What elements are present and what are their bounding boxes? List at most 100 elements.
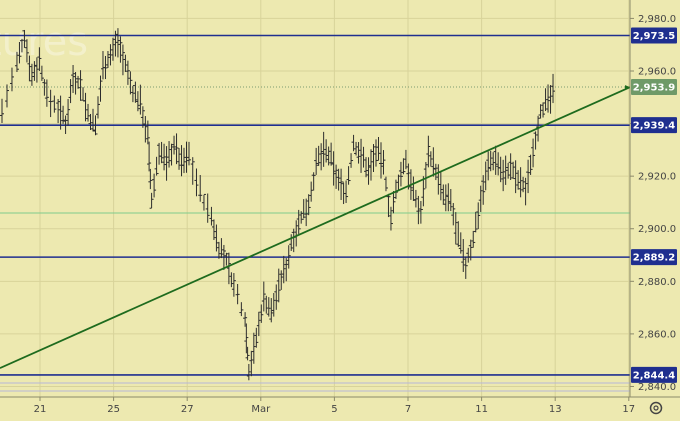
price-bar — [42, 79, 47, 96]
price-bar — [543, 88, 548, 112]
price-bar — [526, 159, 531, 194]
price-bar — [229, 272, 234, 288]
time-tick-label: 7 — [405, 404, 411, 415]
price-bar — [481, 175, 486, 205]
price-bar — [56, 98, 61, 124]
price-bar — [428, 151, 433, 167]
level-badge-label: 2,939.4 — [633, 121, 675, 132]
price-tick-label: 2,880.0 — [638, 277, 676, 288]
price-bar — [19, 38, 24, 53]
price-bar — [304, 198, 309, 227]
price-bar — [4, 84, 9, 108]
price-bar — [115, 28, 120, 58]
price-bar — [32, 61, 37, 81]
settings-gear-icon[interactable] — [649, 401, 663, 415]
price-bar — [93, 115, 98, 136]
level-badge: 2,889.2 — [631, 249, 677, 266]
price-bar — [503, 155, 508, 185]
price-bar — [443, 184, 448, 212]
price-bar — [184, 141, 189, 173]
price-bar — [364, 157, 369, 178]
price-bar — [329, 142, 334, 166]
time-tick-label: 25 — [107, 404, 120, 415]
price-bar — [169, 143, 174, 166]
time-tick-label: Mar — [251, 404, 271, 415]
price-bar — [378, 142, 383, 179]
price-bar — [461, 239, 466, 272]
price-bar — [190, 157, 195, 185]
price-bar — [244, 323, 249, 354]
price-bar — [334, 164, 339, 189]
price-bar — [296, 209, 301, 234]
price-bar — [376, 136, 381, 161]
price-bar — [246, 363, 251, 381]
price-bar — [86, 103, 91, 122]
price-bar — [27, 55, 32, 82]
price-bar — [324, 139, 329, 163]
price-bar — [274, 284, 279, 310]
price-bar — [311, 172, 316, 191]
price-bar — [221, 244, 226, 270]
level-badge: 2,973.5 — [631, 27, 677, 44]
price-bar — [172, 135, 177, 155]
grid — [0, 0, 630, 397]
price-bar — [120, 44, 125, 76]
price-bar — [551, 73, 556, 104]
price-bar — [167, 141, 172, 168]
watermark-text: tures — [0, 19, 88, 65]
price-bar — [209, 206, 214, 226]
price-bar — [289, 234, 294, 251]
price-bar — [301, 199, 306, 220]
price-bar — [34, 57, 39, 83]
price-bar — [224, 252, 229, 266]
price-bar — [388, 206, 393, 231]
price-bar — [37, 47, 42, 72]
price-bar — [73, 71, 78, 95]
price-bar — [476, 202, 481, 230]
price-bar — [383, 176, 388, 192]
price-bar — [369, 149, 374, 181]
price-bar — [143, 116, 148, 143]
level-badge-bg — [631, 27, 677, 44]
price-bar — [261, 281, 266, 312]
price-bar — [125, 60, 130, 85]
price-bar — [326, 146, 331, 166]
price-bar — [486, 151, 491, 181]
price-tick-label: 2,840.0 — [638, 382, 676, 393]
price-bar — [256, 311, 261, 337]
level-badge-bg — [631, 117, 677, 134]
price-bar — [269, 298, 274, 323]
price-bar — [279, 270, 284, 290]
price-bar — [149, 192, 154, 209]
price-bar — [201, 193, 206, 211]
price-bar — [130, 85, 135, 103]
price-bar — [546, 84, 551, 113]
price-tick-label: 2,920.0 — [638, 172, 676, 183]
price-bar — [164, 146, 169, 181]
price-bar — [182, 147, 187, 174]
price-bar — [483, 161, 488, 191]
price-bar — [271, 293, 276, 317]
price-bar — [88, 113, 93, 130]
price-bar — [403, 149, 408, 170]
price-bar — [0, 98, 4, 124]
price-bar — [133, 81, 138, 103]
price-bar — [398, 161, 403, 187]
price-bar — [321, 131, 326, 167]
price-bar — [110, 37, 115, 61]
price-bar — [518, 167, 523, 198]
price-bar — [145, 120, 150, 145]
price-bar — [71, 64, 76, 93]
price-bar — [413, 189, 418, 208]
price-bar — [83, 92, 88, 122]
price-bar — [349, 153, 354, 168]
price-bar — [508, 153, 513, 180]
price-bar — [17, 41, 22, 64]
price-bar — [346, 166, 351, 185]
price-bar — [162, 143, 167, 171]
price-bar — [214, 224, 219, 252]
time-axis[interactable]: 21 25 27 Mar 5 7 11 13 17 — [34, 397, 636, 415]
level-badge: 2,844.4 — [631, 366, 677, 383]
